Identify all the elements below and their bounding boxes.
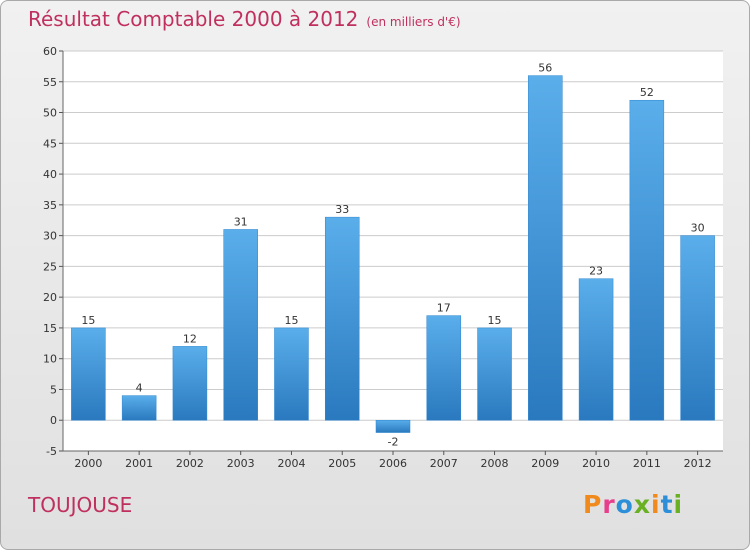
bar-value-label: -2 (388, 436, 399, 449)
y-tick-label: 5 (50, 383, 57, 396)
plot-area (63, 51, 723, 451)
y-tick-label: 0 (50, 414, 57, 427)
y-tick-label: 55 (43, 76, 57, 89)
logo-letter: x (633, 490, 651, 519)
bar (172, 346, 208, 421)
logo-letter: r (602, 490, 616, 519)
x-tick-label: 2007 (430, 457, 458, 470)
x-tick-label: 2010 (582, 457, 610, 470)
bar-value-label: 30 (691, 222, 705, 235)
y-tick-label: 40 (43, 168, 57, 181)
x-tick-label: 2011 (633, 457, 661, 470)
bar-value-label: 15 (284, 314, 298, 327)
bar (629, 99, 665, 421)
x-tick-label: 2003 (227, 457, 255, 470)
bar-value-label: 4 (136, 382, 143, 395)
bar (528, 75, 563, 421)
chart-subtitle: (en milliers d'€) (366, 15, 461, 29)
bar (121, 395, 157, 421)
bar (680, 235, 715, 421)
y-tick-label: 15 (43, 322, 57, 335)
x-tick-label: 2009 (531, 457, 559, 470)
bar-value-label: 52 (640, 86, 654, 99)
bar (324, 216, 360, 421)
y-tick-label: 60 (43, 45, 57, 58)
bar-value-label: 23 (589, 265, 603, 278)
y-tick-label: 50 (43, 107, 57, 120)
x-tick-label: 2005 (328, 457, 356, 470)
y-tick-label: 30 (43, 230, 57, 243)
proxiti-logo: Proxiti (583, 490, 683, 519)
bar (71, 327, 106, 421)
y-tick-label: 25 (43, 260, 57, 273)
logo-letter: t (660, 490, 674, 519)
bar (274, 327, 309, 421)
x-tick-label: 2006 (379, 457, 407, 470)
bar (477, 327, 512, 421)
bar-value-label: 17 (437, 302, 451, 315)
bar-value-label: 33 (335, 203, 349, 216)
x-tick-label: 2012 (684, 457, 712, 470)
logo-letter: P (583, 490, 603, 519)
commune-name: TOUJOUSE (28, 493, 133, 517)
y-tick-label: 45 (43, 137, 57, 150)
logo-letter: i (673, 490, 684, 519)
y-tick-label: 35 (43, 199, 57, 212)
y-tick-label: 10 (43, 353, 57, 366)
x-tick-label: 2008 (481, 457, 509, 470)
bar-value-label: 15 (488, 314, 502, 327)
x-tick-label: 2004 (277, 457, 305, 470)
x-tick-label: 2002 (176, 457, 204, 470)
bar (223, 229, 258, 421)
y-tick-label: 20 (43, 291, 57, 304)
bar (426, 315, 462, 421)
x-tick-label: 2000 (74, 457, 102, 470)
bar-value-label: 12 (183, 332, 197, 345)
chart-title-text: Résultat Comptable 2000 à 2012 (28, 7, 359, 31)
bar (578, 278, 614, 421)
logo-letter: o (615, 490, 634, 519)
bar (375, 419, 411, 433)
chart-title: Résultat Comptable 2000 à 2012 (en millie… (28, 7, 461, 31)
logo-letter: i (651, 490, 661, 519)
bar-value-label: 15 (81, 314, 95, 327)
bar-value-label: 56 (538, 62, 552, 75)
bar-value-label: 31 (234, 215, 248, 228)
y-tick-label: -5 (46, 445, 57, 458)
x-tick-label: 2001 (125, 457, 153, 470)
